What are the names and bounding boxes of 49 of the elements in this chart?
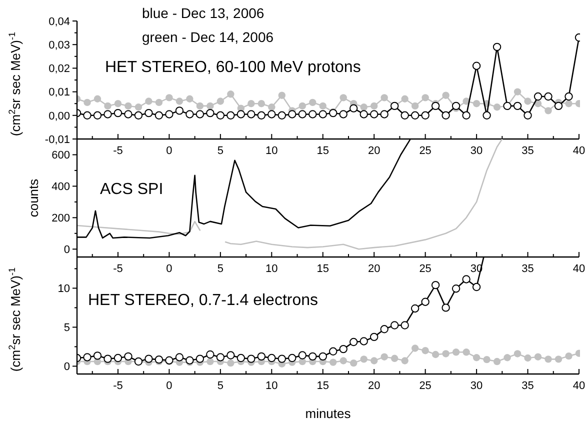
y-tick-label: 0,01 [48, 86, 70, 99]
y-tick-label: 10 [58, 283, 70, 296]
x-tick-label: 5 [217, 145, 224, 157]
y-tick-label: 0,03 [48, 39, 70, 52]
x-tick-label: -5 [113, 380, 123, 392]
y-tick-label: 0,02 [48, 63, 70, 76]
y-tick-label: 0 [64, 361, 70, 374]
x-tick-label: 20 [368, 145, 380, 157]
y-tick-label: -0,01 [44, 134, 70, 146]
x-tick-label: 5 [217, 263, 224, 275]
x-tick-label: 25 [419, 380, 432, 392]
x-tick-label: 20 [368, 263, 380, 275]
x-tick-label: 15 [316, 263, 330, 275]
annotation: ACS SPI [100, 181, 164, 198]
x-tick-label: 5 [217, 380, 224, 392]
y-tick-label: 0,00 [48, 110, 70, 122]
x-tick-label: 0 [166, 145, 172, 157]
x-tick-label: -5 [113, 263, 123, 275]
x-tick-label: 35 [522, 263, 534, 275]
x-axis-title: minutes [305, 406, 352, 421]
annotation: HET STEREO, 0.7-1.4 electrons [88, 292, 318, 309]
annotation: green - Dec 14, 2006 [142, 29, 274, 45]
x-tick-label: 25 [419, 145, 432, 157]
x-tick-label: 15 [316, 380, 330, 392]
x-tick-label: 0 [166, 263, 172, 275]
x-tick-label: 15 [316, 145, 330, 157]
x-tick-label: -5 [113, 145, 123, 157]
y-tick-label: 600 [52, 150, 70, 162]
x-tick-label: 10 [266, 145, 278, 157]
y-tick-label: 200 [52, 212, 70, 225]
annotation: blue - Dec 13, 2006 [142, 5, 264, 21]
annotation: HET STEREO, 60-100 MeV protons [105, 59, 361, 76]
y-tick-label: 0 [64, 244, 70, 256]
x-tick-label: 35 [522, 380, 534, 392]
y-tick-label: 0,04 [48, 16, 70, 28]
y-tick-label: 5 [64, 322, 70, 334]
x-tick-label: 20 [368, 380, 380, 392]
x-tick-label: 40 [572, 263, 586, 275]
x-tick-label: 0 [166, 380, 172, 392]
x-tick-label: 30 [470, 145, 483, 157]
y-axis-title: counts [26, 178, 41, 218]
x-tick-label: 30 [470, 380, 483, 392]
x-tick-label: 40 [572, 380, 586, 392]
x-tick-label: 40 [572, 145, 586, 157]
x-tick-label: 10 [266, 263, 278, 275]
x-tick-label: 25 [419, 263, 432, 275]
x-tick-label: 35 [522, 145, 534, 157]
x-tick-label: 10 [266, 380, 278, 392]
y-tick-label: 400 [52, 181, 70, 194]
